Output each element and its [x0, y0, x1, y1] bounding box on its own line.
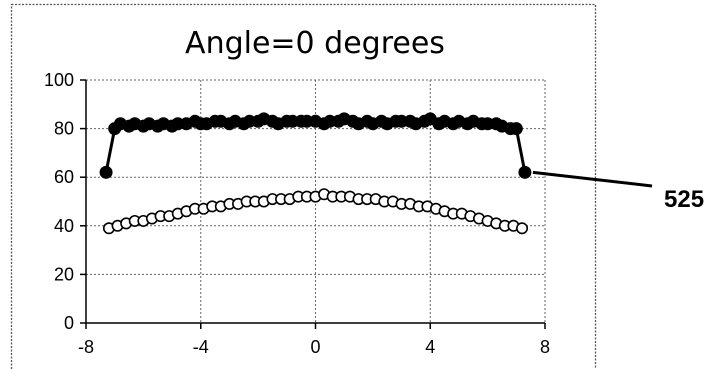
callout-leader-line [532, 170, 653, 188]
y-tick-label: 80 [54, 119, 74, 139]
data-point [516, 222, 529, 235]
y-tick-label: 0 [64, 313, 74, 333]
callout: 525 [532, 170, 704, 213]
series-layer [99, 112, 532, 235]
y-tick-label: 40 [54, 216, 74, 236]
y-tick-label: 60 [54, 167, 74, 187]
x-tick-label: 0 [310, 337, 320, 357]
series-0 [99, 112, 532, 179]
tick-labels: 0 20 40 60 80 100 -8 -4 0 4 8 [44, 70, 550, 357]
data-point [509, 122, 523, 136]
x-tick-label: 8 [540, 337, 550, 357]
y-tick-label: 20 [54, 264, 74, 284]
x-tick-label: 4 [425, 337, 435, 357]
x-tick-label: -8 [78, 337, 94, 357]
axes [80, 79, 546, 329]
data-point [518, 165, 532, 179]
x-tick-label: -4 [193, 337, 209, 357]
series-1 [102, 188, 529, 235]
chart-title: Angle=0 degrees [185, 26, 445, 61]
chart-frame [10, 3, 597, 369]
callout-label: 525 [664, 186, 704, 213]
data-point [99, 165, 113, 179]
y-tick-label: 100 [44, 70, 74, 90]
